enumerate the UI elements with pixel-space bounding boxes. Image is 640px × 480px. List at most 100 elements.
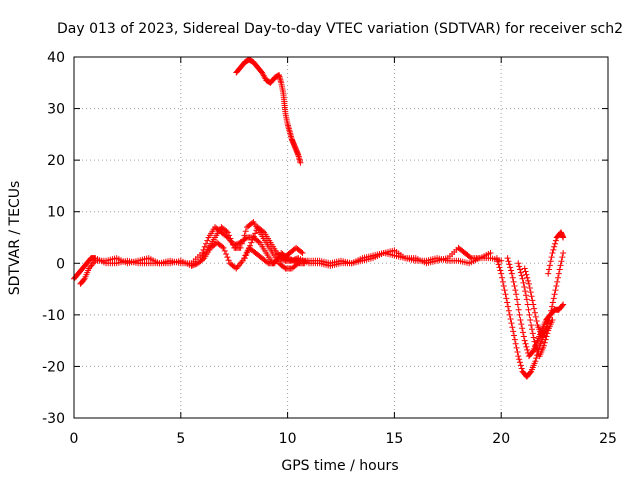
y-tick-label: 0 [56, 256, 65, 272]
data-point [517, 317, 524, 324]
data-point [238, 240, 245, 247]
data-point [223, 233, 230, 240]
data-point [542, 328, 549, 335]
data-point [560, 249, 567, 256]
data-point [242, 228, 249, 235]
data-point [493, 255, 500, 262]
data-point [525, 280, 532, 287]
data-point [506, 261, 513, 268]
data-point [496, 264, 503, 271]
data-point [511, 282, 518, 289]
data-point [287, 256, 294, 263]
data-point [553, 282, 560, 289]
data-point [511, 332, 518, 339]
data-point [543, 327, 550, 334]
data-point [522, 340, 529, 347]
data-point [512, 340, 519, 347]
data-point [500, 282, 507, 289]
data-point [299, 249, 306, 256]
data-point [547, 311, 554, 318]
data-point [221, 247, 228, 254]
data-point [528, 322, 535, 329]
data-point [511, 336, 518, 343]
data-point [560, 234, 567, 241]
x-tick-label: 5 [176, 431, 185, 447]
data-point [531, 309, 538, 316]
data-point [502, 291, 509, 298]
data-point [516, 311, 523, 318]
data-point [224, 254, 231, 261]
data-point [226, 232, 233, 239]
series-arc-high [233, 56, 304, 166]
data-point [524, 346, 531, 353]
data-point [544, 321, 551, 328]
y-tick-labels: -30 -20 -10 0 10 20 30 40 [42, 50, 65, 427]
data-point [546, 262, 553, 269]
data-point [559, 302, 566, 309]
x-tick-label: 10 [279, 431, 297, 447]
y-tick-label: 20 [47, 153, 65, 169]
chart-title: Day 013 of 2023, Sidereal Day-to-day VTE… [57, 21, 623, 37]
data-point [199, 249, 206, 256]
data-point [220, 244, 227, 251]
data-point [505, 303, 512, 310]
data-point [526, 285, 533, 292]
data-point [514, 296, 521, 303]
data-point [509, 274, 516, 281]
data-point [515, 260, 522, 267]
data-point [552, 240, 559, 247]
data-point [528, 326, 535, 333]
data-point [519, 325, 526, 332]
data-point [524, 301, 531, 308]
data-point [494, 258, 501, 265]
y-axis-title: SDTVAR / TECUs [7, 181, 23, 296]
data-point [501, 287, 508, 294]
data-point [518, 272, 525, 279]
series-dip-1 [493, 255, 552, 380]
data-point [517, 269, 524, 276]
data-point [249, 236, 256, 243]
data-point [527, 317, 534, 324]
data-point [524, 274, 531, 281]
data-point [203, 240, 210, 247]
data-point [499, 278, 506, 285]
data-point [223, 228, 230, 235]
data-point [532, 358, 539, 365]
data-point [522, 268, 529, 275]
data-point [548, 307, 555, 314]
data-point [223, 251, 230, 258]
data-point [557, 262, 564, 269]
y-tick-label: 30 [47, 102, 65, 118]
y-tick-label: -10 [42, 308, 65, 324]
data-point [507, 315, 514, 322]
data-point [525, 277, 532, 284]
data-point [505, 307, 512, 314]
series-dip-2 [504, 255, 567, 360]
data-point [515, 306, 522, 313]
data-point [543, 333, 550, 340]
data-point [249, 220, 256, 227]
data-point [513, 291, 520, 298]
data-point [555, 270, 562, 277]
data-point [259, 228, 266, 235]
data-point [518, 365, 525, 372]
data-point [549, 299, 556, 306]
series-dip-3 [515, 260, 556, 360]
data-point [531, 305, 538, 312]
data-point [508, 267, 515, 274]
data-point [505, 258, 512, 265]
plot-frame [73, 56, 609, 419]
data-point [228, 238, 235, 245]
data-point [551, 243, 558, 250]
data-point [546, 314, 553, 321]
data-point [527, 289, 534, 296]
data-point [520, 333, 527, 340]
data-point [288, 256, 295, 263]
data-point [507, 264, 514, 271]
data-point [80, 276, 87, 283]
data-point [528, 293, 535, 300]
data-point [224, 229, 231, 236]
data-point [525, 306, 532, 313]
data-point [514, 348, 521, 355]
data-point [255, 238, 262, 245]
